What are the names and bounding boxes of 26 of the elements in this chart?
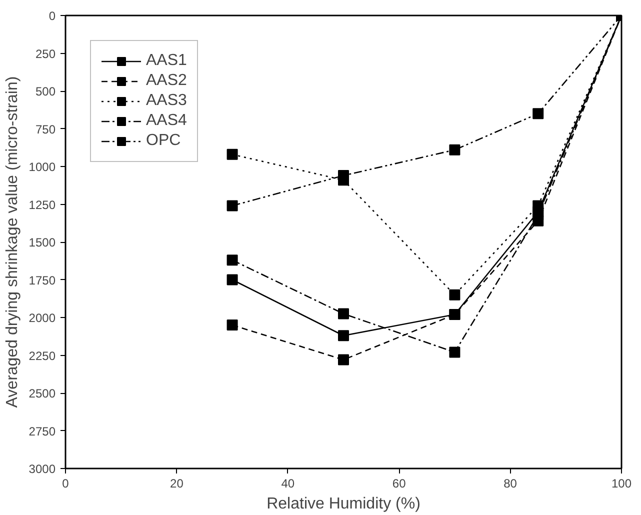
y-tick-label: 2500 (28, 386, 56, 400)
y-tick-label: 250 (35, 46, 56, 61)
y-tick-label: 2250 (28, 348, 56, 363)
y-tick-label: 2000 (28, 311, 56, 325)
legend-label: AAS3 (146, 92, 187, 110)
x-tick-label: 40 (281, 476, 295, 490)
y-tick-label: 1000 (28, 160, 56, 174)
legend-label: AAS2 (146, 72, 187, 90)
legend-label: OPC (146, 132, 181, 150)
y-tick-label: 1750 (28, 273, 56, 288)
x-tick-label: 60 (392, 476, 406, 490)
y-tick-label: 750 (35, 122, 56, 136)
y-tick-label: 1250 (28, 198, 56, 212)
legend-label: AAS1 (146, 52, 187, 70)
x-axis-title: Relative Humidity (%) (266, 496, 420, 512)
x-tick-label: 0 (62, 476, 70, 490)
y-tick-label: 3000 (28, 462, 56, 476)
x-tick-label: 20 (170, 476, 184, 490)
y-axis-title: Averaged drying shrinkage value (micro-strain) (4, 76, 21, 408)
legend-label: AAS4 (146, 112, 187, 130)
y-tick-label: 1500 (28, 236, 56, 250)
x-tick-label: 80 (504, 476, 518, 490)
y-tick-label: 2750 (28, 424, 56, 438)
x-tick-label: 100 (611, 476, 632, 490)
y-tick-label: 500 (35, 84, 56, 98)
y-tick-label: 0 (48, 9, 56, 23)
